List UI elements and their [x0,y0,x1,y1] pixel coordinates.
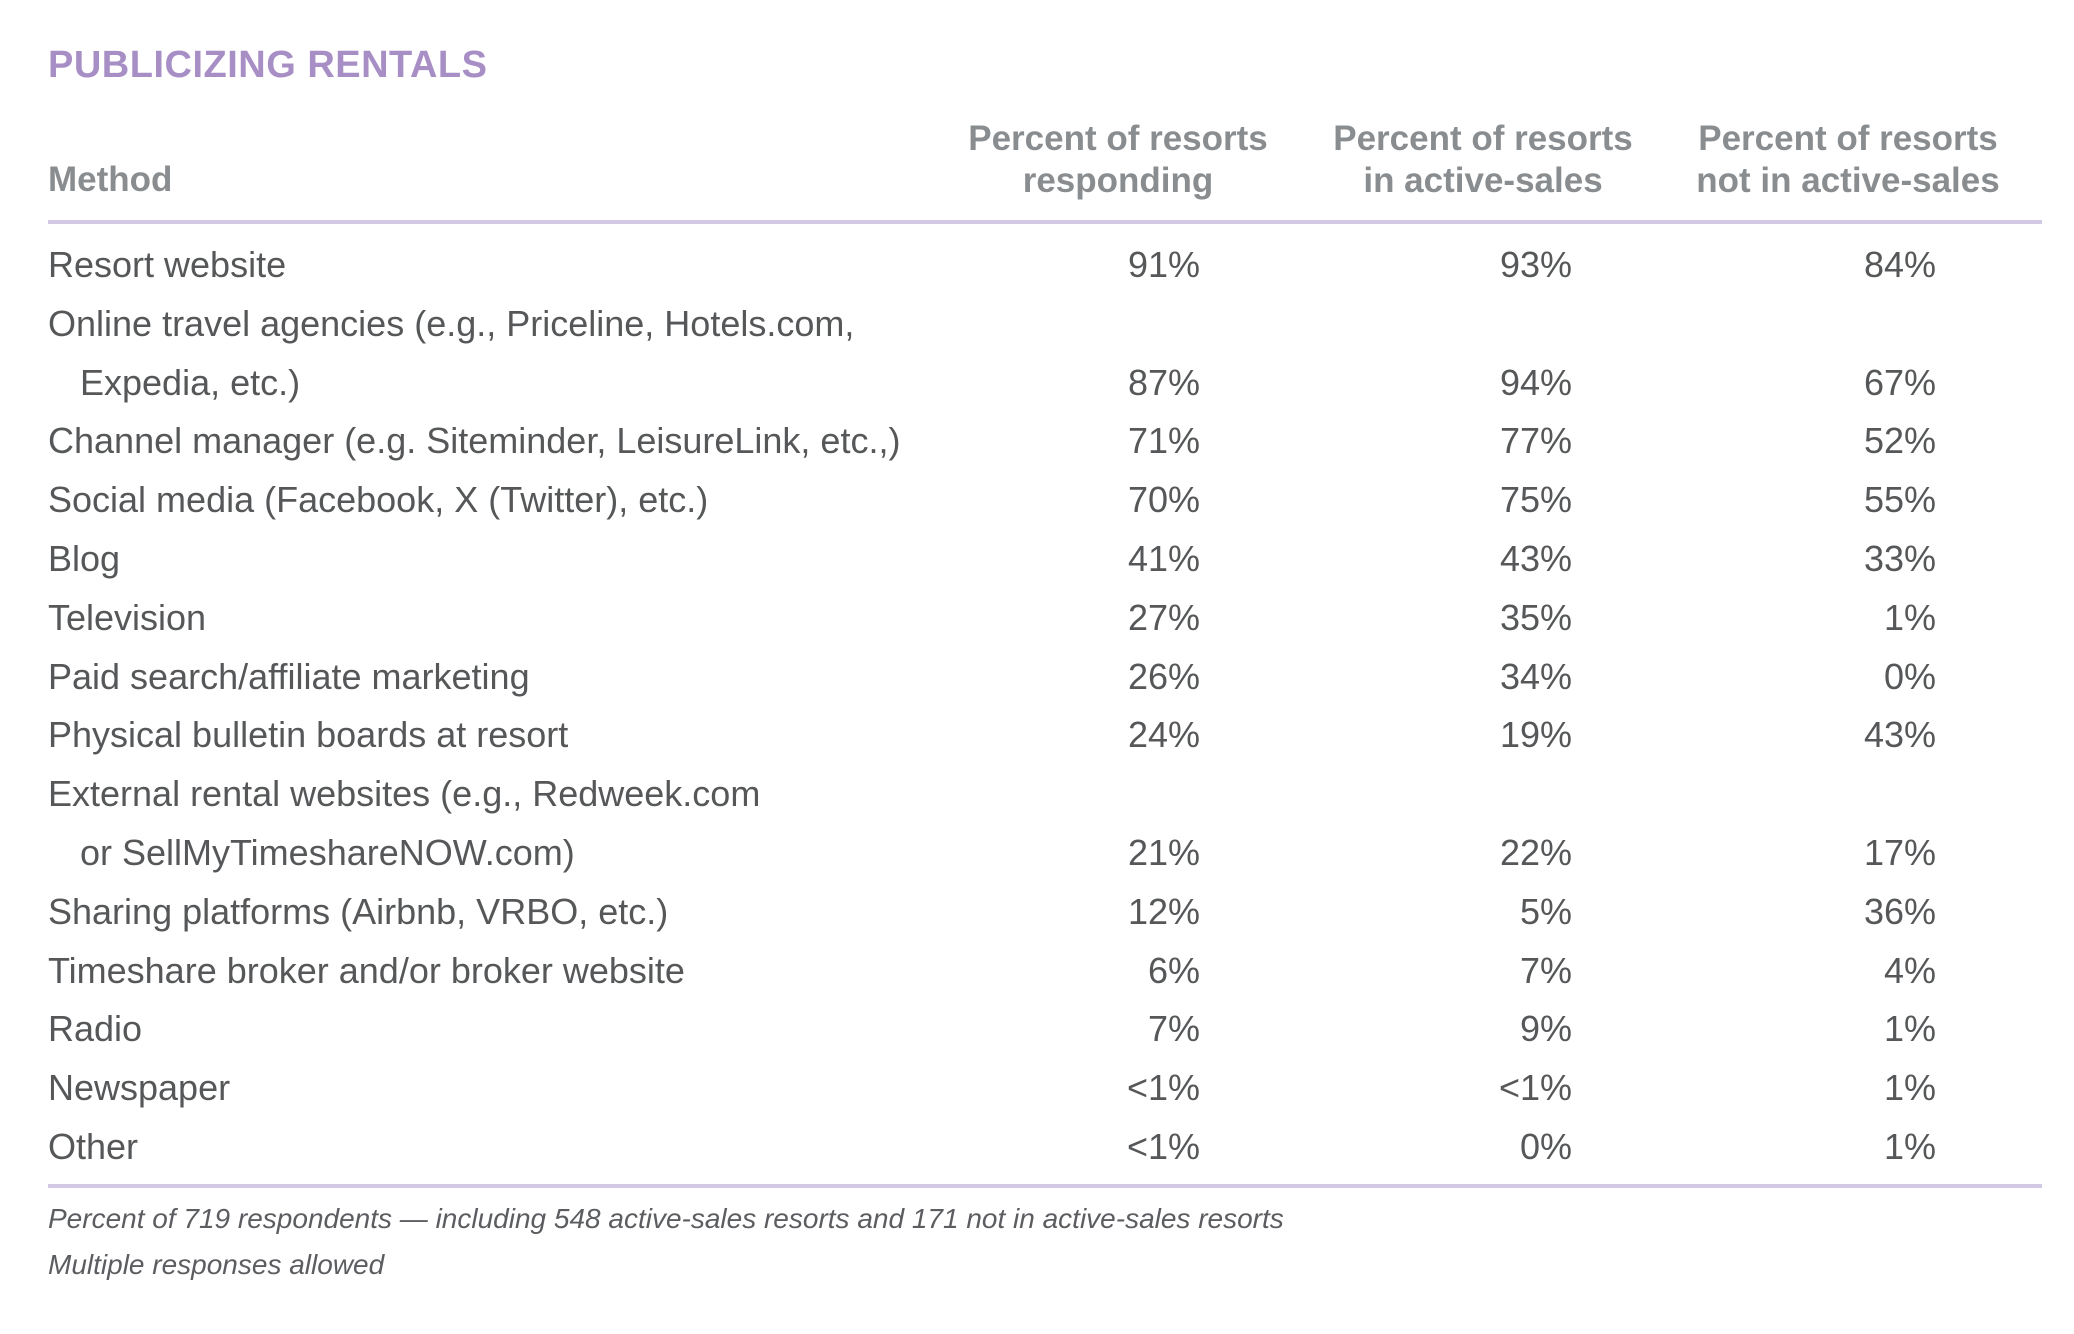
value-active-sales: 19% [1499,714,1572,756]
value-active-sales: 94% [1499,361,1572,403]
value-active-sales: 93% [1499,244,1572,285]
value-not-active-sales: 36% [1863,890,1936,932]
value-active-sales: 9% [1519,1008,1572,1050]
value-responding: 27% [1127,596,1200,638]
value-responding: 12% [1127,890,1200,932]
method-label: Channel manager (e.g. Siteminder, Leisur… [48,420,901,462]
method-label: Timeshare broker and/or broker website [48,949,685,991]
method-label: Resort website [48,244,287,285]
method-label: Physical bulletin boards at resort [48,714,569,756]
table-row: Television 27% 35% 1% [48,589,2042,648]
method-label: Television [48,596,207,638]
method-label: Expedia, etc.) [80,361,301,403]
value-responding: 21% [1127,831,1200,873]
column-header-responding: Percent of resorts responding [968,119,1268,200]
table-row: Social media (Facebook, X (Twitter), etc… [48,471,2042,530]
footnote-respondents: Percent of 719 respondents — including 5… [48,1203,1284,1234]
table-row: Radio 7% 9% 1% [48,1000,2042,1059]
value-active-sales: <1% [1498,1067,1572,1109]
footer-divider [48,1184,2042,1188]
value-not-active-sales: 17% [1863,831,1936,873]
table-row: Other <1% 0% 1% [48,1118,2042,1177]
table-row: External rental websites (e.g., Redweek.… [48,765,2042,883]
value-not-active-sales: 1% [1883,596,1936,638]
method-label: Sharing platforms (Airbnb, VRBO, etc.) [48,890,669,932]
value-responding: 91% [1127,244,1200,285]
value-responding: 26% [1127,655,1200,697]
method-label: Radio [48,1008,143,1050]
table-row: Channel manager (e.g. Siteminder, Leisur… [48,412,2042,471]
value-not-active-sales: 55% [1863,479,1936,521]
value-active-sales: 22% [1499,831,1572,873]
value-not-active-sales: 1% [1883,1067,1936,1109]
method-label: Other [48,1125,139,1167]
value-responding: 41% [1127,537,1200,579]
table-row: Sharing platforms (Airbnb, VRBO, etc.) 12… [48,883,2042,942]
method-label: or SellMyTimeshareNOW.com) [80,831,575,873]
value-active-sales: 5% [1519,890,1572,932]
value-responding: <1% [1126,1067,1200,1109]
table-row: Resort website 91% 93% 84% [48,236,2042,295]
value-not-active-sales: 1% [1883,1008,1936,1050]
value-active-sales: 77% [1499,420,1572,462]
method-label: Social media (Facebook, X (Twitter), etc… [48,479,709,521]
method-label: Blog [48,537,121,579]
value-active-sales: 35% [1499,596,1572,638]
value-active-sales: 75% [1499,479,1572,521]
value-not-active-sales: 4% [1883,949,1936,991]
value-responding: 70% [1127,479,1200,521]
value-responding: 7% [1147,1008,1200,1050]
method-label: External rental websites (e.g., Redweek.… [48,773,761,815]
value-not-active-sales: 52% [1863,420,1936,462]
value-active-sales: 0% [1519,1125,1572,1167]
value-not-active-sales: 1% [1883,1125,1936,1167]
method-label: Online travel agencies (e.g., Priceline,… [48,302,855,344]
value-not-active-sales: 0% [1883,655,1936,697]
value-active-sales: 7% [1519,949,1572,991]
header-divider [48,220,2042,224]
value-active-sales: 34% [1499,655,1572,697]
table-row: Blog 41% 43% 33% [48,530,2042,589]
value-not-active-sales: 84% [1863,244,1936,285]
table-row: Online travel agencies (e.g., Priceline,… [48,295,2042,413]
value-responding: 87% [1127,361,1200,403]
value-responding: 71% [1127,420,1200,462]
table-body: Resort website 91% 93% 84% Online travel age… [48,236,2042,1177]
table-row: Newspaper <1% <1% 1% [48,1059,2042,1118]
column-header-not-active-sales: Percent of resorts not in active-sales [1696,119,2000,200]
column-header-active-sales: Percent of resorts in active-sales [1333,119,1633,200]
value-not-active-sales: 43% [1863,714,1936,756]
table-row: Paid search/affiliate marketing 26% 34% 0% [48,648,2042,707]
table-row: Timeshare broker and/or broker website 6%… [48,942,2042,1001]
table-title: PUBLICIZING RENTALS [48,44,488,86]
method-label: Paid search/affiliate marketing [48,655,530,697]
footnote-multiple-responses: Multiple responses allowed [48,1249,385,1280]
value-not-active-sales: 67% [1863,361,1936,403]
value-responding: <1% [1126,1125,1200,1167]
value-responding: 6% [1147,949,1200,991]
table-row: Physical bulletin boards at resort 24% 19%… [48,706,2042,765]
value-responding: 24% [1127,714,1200,756]
method-label: Newspaper [48,1067,231,1109]
column-header-method: Method [48,160,173,199]
value-not-active-sales: 33% [1863,537,1936,579]
value-active-sales: 43% [1499,537,1572,579]
